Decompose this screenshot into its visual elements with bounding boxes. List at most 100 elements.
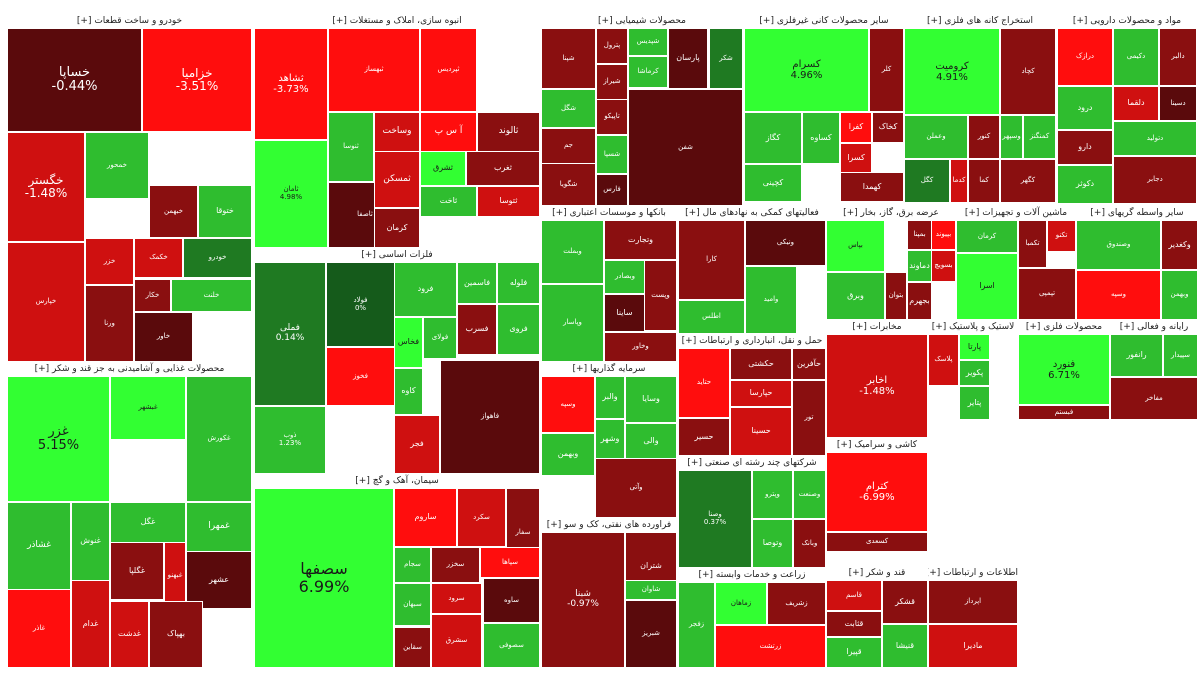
- stock-tile[interactable]: کما: [968, 159, 1000, 203]
- stock-tile[interactable]: ورنا: [85, 285, 134, 362]
- stock-tile[interactable]: شپنا: [541, 28, 596, 89]
- stock-tile[interactable]: حتاید: [678, 348, 730, 418]
- stock-tile[interactable]: دماوند: [907, 250, 932, 282]
- stock-tile[interactable]: زماهان: [715, 582, 767, 625]
- stock-tile[interactable]: دسینا: [1159, 86, 1197, 121]
- sector-header[interactable]: مخابرات [+]: [826, 320, 928, 334]
- stock-tile[interactable]: رانفور: [1110, 334, 1163, 377]
- stock-tile[interactable]: غکورش: [186, 376, 252, 502]
- stock-tile[interactable]: غگلپا: [110, 542, 164, 600]
- sector-header[interactable]: محصولات شیمیایی [+]: [541, 14, 743, 28]
- stock-tile[interactable]: شگویا: [541, 163, 596, 206]
- stock-tile[interactable]: سخزر: [431, 547, 480, 583]
- sector-header[interactable]: رایانه و فعالی [+]: [1110, 320, 1198, 334]
- stock-tile[interactable]: شبنا -0.97%: [541, 532, 625, 668]
- stock-tile[interactable]: وپترو: [752, 470, 793, 519]
- stock-tile[interactable]: وپاسار: [541, 284, 604, 362]
- stock-tile[interactable]: شاوان: [625, 580, 677, 600]
- stock-tile[interactable]: فولاد 0%: [326, 262, 395, 347]
- stock-tile[interactable]: تاپیکو: [596, 99, 628, 135]
- sector-header[interactable]: کاشی و سرامیک [+]: [826, 438, 928, 452]
- stock-tile[interactable]: قثابت: [826, 611, 882, 637]
- stock-tile[interactable]: ساروم: [394, 488, 457, 547]
- sector-header[interactable]: سایر محصولات کانی غیرفلزی [+]: [744, 14, 904, 28]
- stock-tile[interactable]: کرمان: [956, 220, 1018, 253]
- stock-tile[interactable]: وبهمن: [541, 433, 595, 476]
- stock-tile[interactable]: کهمدا: [840, 172, 904, 202]
- stock-tile[interactable]: خبهمن: [149, 185, 198, 238]
- stock-tile[interactable]: پکویر: [959, 360, 990, 386]
- stock-tile[interactable]: کدما: [950, 159, 968, 203]
- stock-tile[interactable]: سرود: [431, 583, 482, 614]
- stock-tile[interactable]: خزر: [85, 238, 134, 285]
- stock-tile[interactable]: سبهان: [394, 583, 431, 626]
- stock-tile[interactable]: خگستر -1.48%: [7, 132, 85, 242]
- sector-header[interactable]: بانکها و موسسات اعتباری [+]: [541, 206, 677, 220]
- stock-tile[interactable]: پارتا: [959, 334, 990, 360]
- stock-tile[interactable]: غمهرا: [186, 502, 252, 552]
- stock-tile[interactable]: وآتی: [595, 458, 677, 518]
- stock-tile[interactable]: شبریز: [625, 600, 677, 668]
- stock-tile[interactable]: فرود: [394, 262, 457, 317]
- stock-tile[interactable]: پتاير: [959, 386, 990, 420]
- stock-tile[interactable]: وسپهر: [1000, 115, 1023, 159]
- stock-tile[interactable]: کاوه: [394, 368, 423, 415]
- stock-tile[interactable]: ثتوسا: [477, 186, 540, 217]
- stock-tile[interactable]: وصنعت: [793, 470, 826, 519]
- stock-tile[interactable]: وتوصا: [752, 519, 793, 568]
- stock-tile[interactable]: خکار: [134, 279, 171, 312]
- stock-tile[interactable]: خپارس: [7, 242, 85, 362]
- stock-tile[interactable]: حکشتی: [730, 348, 792, 380]
- stock-tile[interactable]: شفن: [628, 89, 743, 206]
- sector-header[interactable]: سایر واسطه گریهای [+]: [1076, 206, 1198, 220]
- stock-tile[interactable]: وبانک: [793, 519, 826, 568]
- stock-tile[interactable]: فنورد 6.71%: [1018, 334, 1110, 405]
- stock-tile[interactable]: درود: [1057, 86, 1113, 130]
- stock-tile[interactable]: بمپنا: [907, 220, 932, 250]
- stock-tile[interactable]: فخوز: [326, 347, 395, 406]
- stock-tile[interactable]: دالبر: [1159, 28, 1197, 86]
- stock-tile[interactable]: تور: [792, 380, 826, 456]
- stock-tile[interactable]: ثبهساز: [328, 28, 420, 112]
- stock-tile[interactable]: وبرق: [826, 272, 885, 320]
- stock-tile[interactable]: کساوه: [802, 112, 840, 164]
- stock-tile[interactable]: غدشت: [110, 601, 149, 668]
- stock-tile[interactable]: ساینا: [604, 294, 645, 332]
- stock-tile[interactable]: ونیکی: [745, 220, 826, 266]
- stock-tile[interactable]: ذوب 1.23%: [254, 406, 326, 474]
- stock-tile[interactable]: سپاها: [480, 547, 540, 578]
- stock-tile[interactable]: سپیدار: [1163, 334, 1198, 377]
- stock-tile[interactable]: وامید: [745, 266, 797, 334]
- stock-tile[interactable]: حآفرین: [792, 348, 826, 380]
- stock-tile[interactable]: دارو: [1057, 130, 1113, 165]
- stock-tile[interactable]: کسرام 4.96%: [744, 28, 869, 112]
- stock-tile[interactable]: ثغرب: [466, 151, 540, 186]
- stock-tile[interactable]: خمحور: [85, 132, 149, 199]
- stock-tile[interactable]: شیراز: [596, 64, 628, 100]
- stock-tile[interactable]: دکوثر: [1057, 165, 1113, 204]
- stock-tile[interactable]: فخاس: [394, 317, 423, 368]
- stock-tile[interactable]: ساوه: [483, 578, 540, 623]
- sector-header[interactable]: استخراج کانه های فلزی [+]: [904, 14, 1056, 28]
- stock-tile[interactable]: حسینا: [730, 407, 792, 456]
- stock-tile[interactable]: کلر: [869, 28, 904, 112]
- sector-header[interactable]: محصولات غذایی و آشامیدنی به جز قند و شکر…: [7, 362, 252, 376]
- stock-tile[interactable]: بپیوند: [931, 220, 956, 250]
- sector-header[interactable]: اطلاعات و ارتباطات [+]: [928, 566, 1018, 580]
- stock-tile[interactable]: اخابر -1.48%: [826, 334, 928, 438]
- stock-tile[interactable]: خاور: [134, 312, 193, 362]
- stock-tile[interactable]: کسرا: [840, 143, 872, 173]
- stock-tile[interactable]: وبهمن: [1161, 270, 1198, 320]
- stock-tile[interactable]: کگل: [904, 159, 950, 203]
- stock-tile[interactable]: وساخت: [374, 112, 420, 152]
- stock-tile[interactable]: کروميت 4.91%: [904, 28, 1000, 115]
- stock-tile[interactable]: ثالوند: [477, 112, 540, 152]
- stock-tile[interactable]: غگل: [110, 502, 186, 543]
- stock-tile[interactable]: وبملت: [541, 220, 604, 284]
- sector-header[interactable]: قند و شکر [+]: [826, 566, 928, 580]
- stock-tile[interactable]: کسعدی: [826, 532, 928, 552]
- sector-header[interactable]: حمل و نقل، انبارداری و ارتباطات [+]: [678, 334, 826, 348]
- stock-tile[interactable]: فولای: [423, 317, 457, 359]
- stock-tile[interactable]: درازک: [1057, 28, 1113, 86]
- stock-tile[interactable]: سشرق: [431, 614, 482, 668]
